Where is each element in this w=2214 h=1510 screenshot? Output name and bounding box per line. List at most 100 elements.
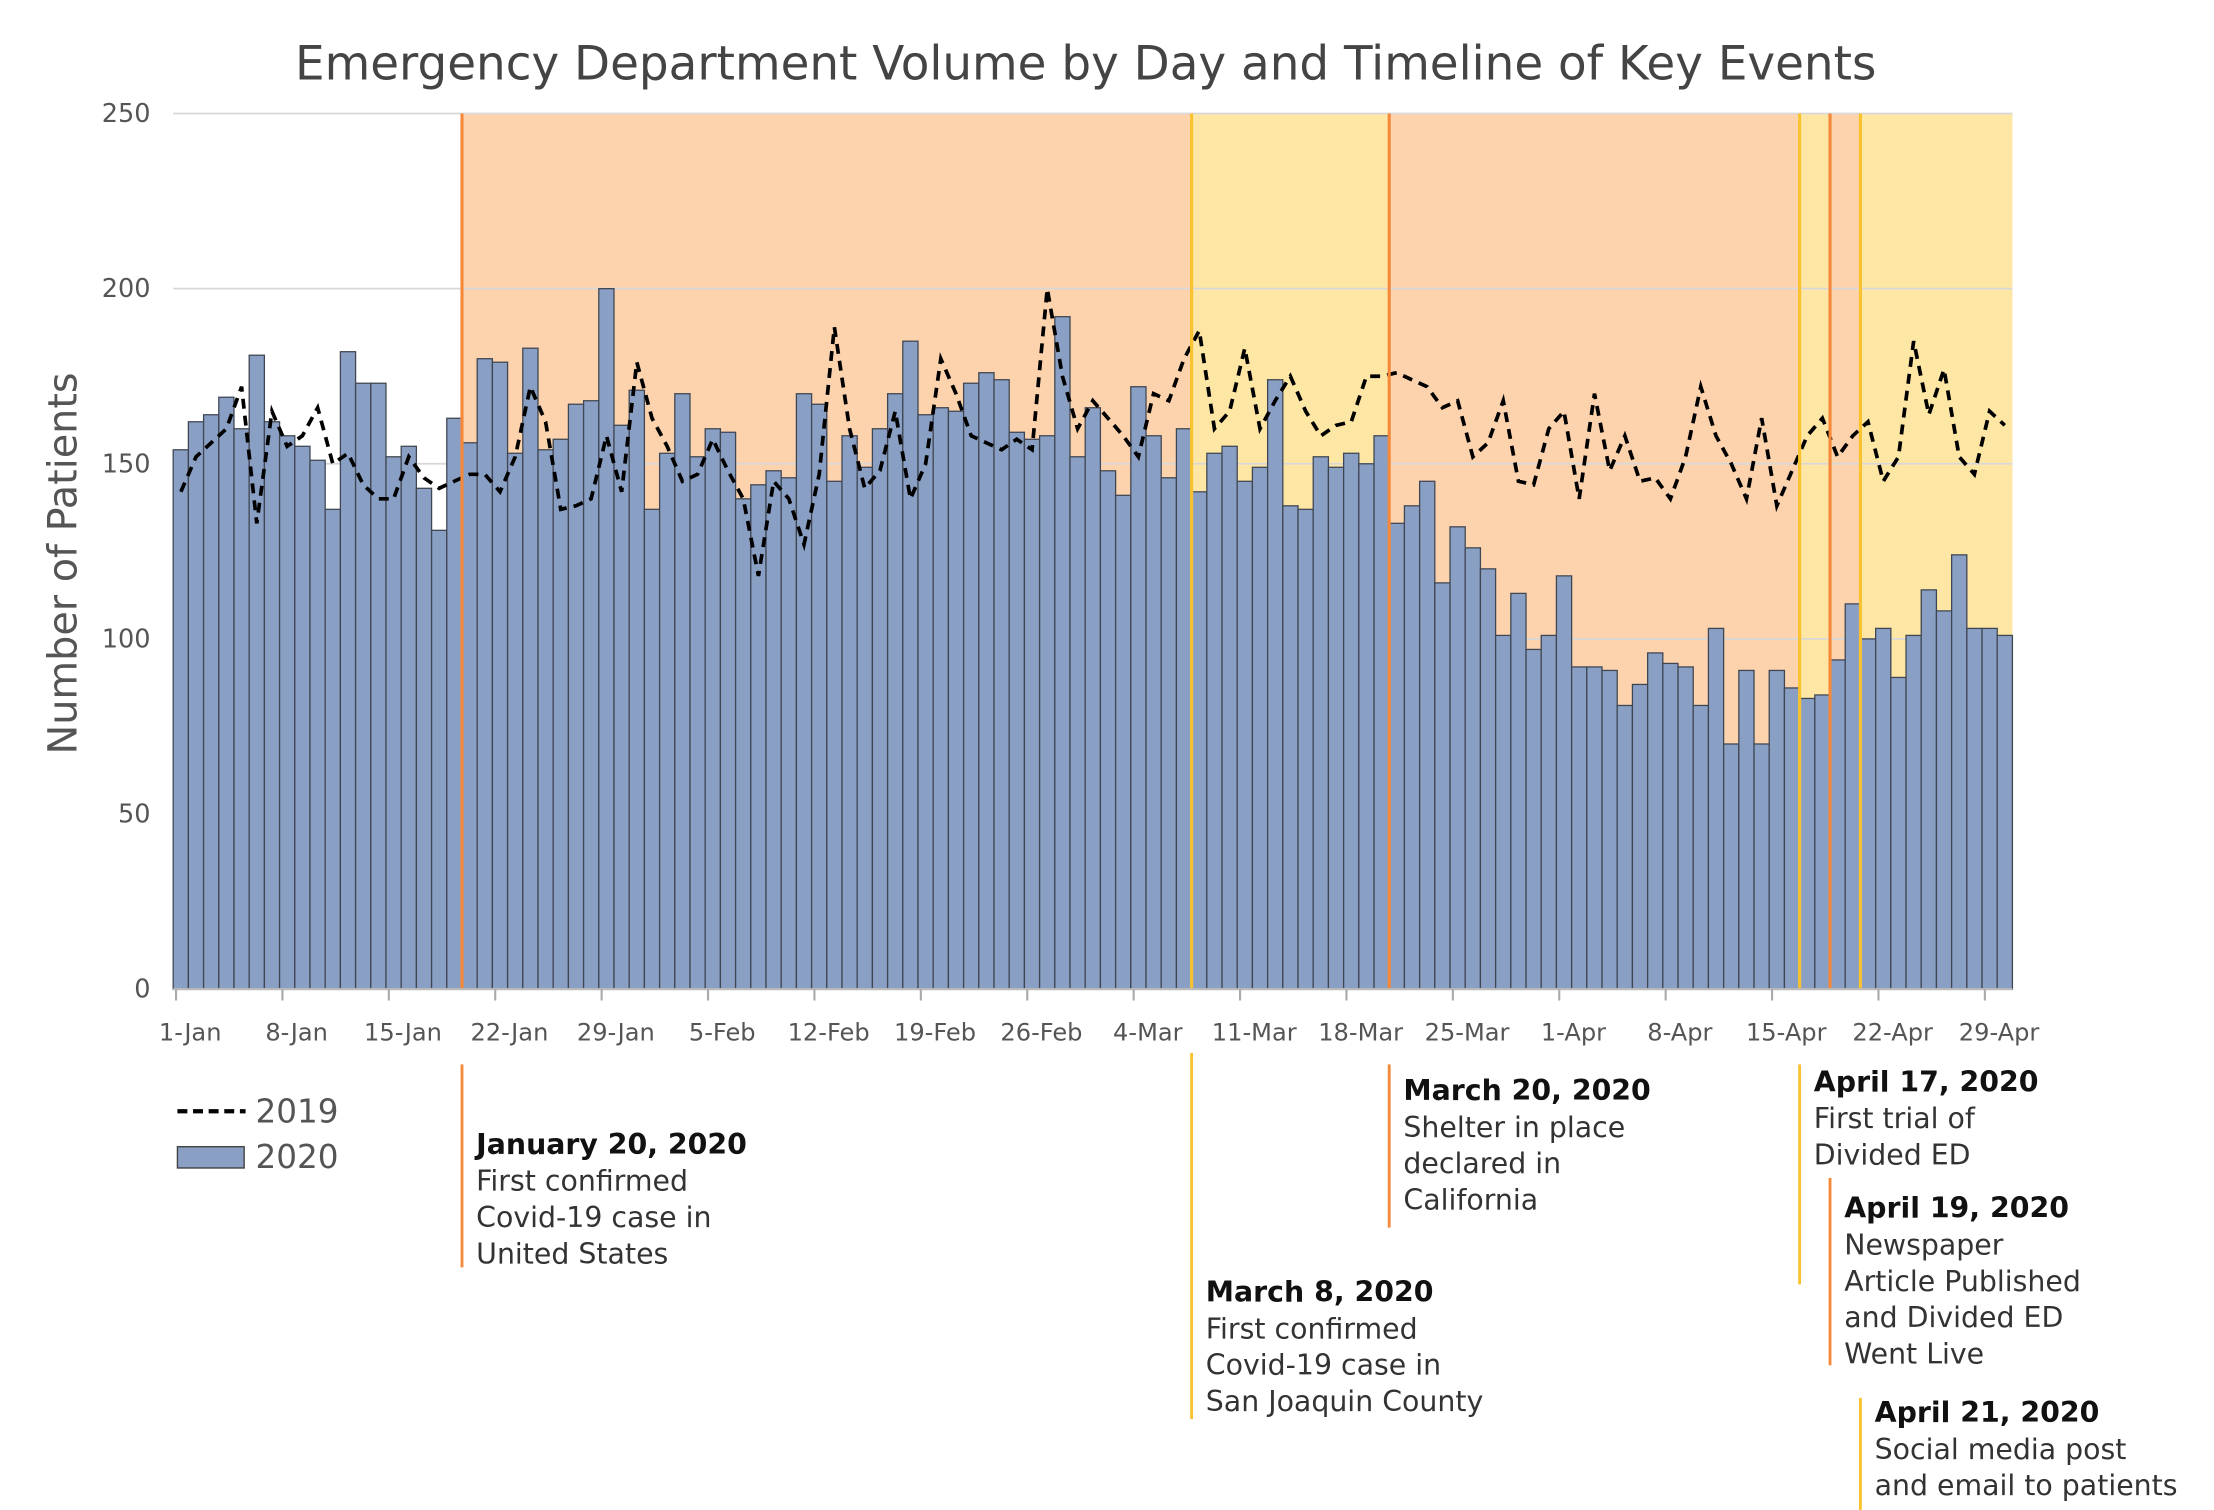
bar-2020 — [1540, 634, 1558, 990]
bar-2020 — [1479, 568, 1497, 990]
annotation-text: United States — [476, 1237, 668, 1270]
bar-2020 — [263, 421, 281, 990]
bar-2020 — [1236, 480, 1254, 990]
bar-2020 — [1418, 480, 1436, 990]
bar-2020 — [1510, 592, 1527, 990]
bar-2020 — [248, 354, 266, 990]
annotation-text: declared in — [1403, 1147, 1561, 1180]
annotation-date: March 8, 2020 — [1206, 1275, 1434, 1308]
legend-2020-swatch — [176, 1145, 245, 1169]
bar-2020 — [370, 382, 387, 990]
annotation-text: First confirmed — [1206, 1312, 1418, 1345]
bar-2020 — [522, 347, 539, 990]
bar-2020 — [1738, 669, 1755, 990]
bar-2020 — [1798, 697, 1816, 990]
bar-2020 — [1586, 666, 1603, 990]
bar-2020 — [1403, 505, 1421, 990]
bar-2020 — [1935, 610, 1953, 990]
x-tick-label: 11-Mar — [1212, 1018, 1297, 1046]
bar-2020 — [1707, 627, 1725, 990]
bar-2020 — [1282, 505, 1299, 990]
x-tick-label: 15-Apr — [1746, 1018, 1827, 1046]
bar-2020 — [172, 449, 190, 990]
x-tick-label: 5-Feb — [689, 1018, 756, 1046]
annotation-text: First confirmed — [476, 1165, 688, 1198]
bar-2020 — [1494, 634, 1512, 990]
bar-2020 — [917, 414, 934, 990]
bar-2020 — [1312, 456, 1330, 990]
bar-2020 — [978, 372, 995, 990]
x-tick-label: 19-Feb — [894, 1018, 976, 1046]
bar-2020 — [1130, 386, 1147, 990]
bar-2020 — [1297, 508, 1314, 990]
bar-2020 — [628, 389, 646, 990]
event-lines — [460, 113, 1862, 990]
bar-2020 — [962, 382, 980, 990]
annotation-text: Went Live — [1844, 1338, 1984, 1371]
bar-2020 — [826, 480, 843, 990]
bar-2020 — [932, 407, 950, 990]
x-tick-label: 1-Jan — [159, 1018, 222, 1046]
x-tick-label: 12-Feb — [788, 1018, 870, 1046]
bar-2020 — [1722, 743, 1740, 990]
x-tick-label: 25-Mar — [1425, 1018, 1510, 1046]
x-tick-label: 8-Apr — [1647, 1018, 1712, 1046]
bar-2020 — [765, 470, 782, 990]
bar-2020 — [1783, 687, 1801, 990]
bar-2020 — [1525, 648, 1542, 990]
legend: 2019 2020 — [176, 1093, 339, 1176]
x-tick-label: 15-Jan — [364, 1018, 442, 1046]
bar-2020 — [339, 351, 357, 990]
bar-2020 — [902, 340, 919, 990]
annotation-date: April 21, 2020 — [1875, 1396, 2100, 1429]
bar-2020 — [1038, 435, 1056, 990]
bar-2020 — [1373, 435, 1390, 990]
bar-2020 — [1692, 704, 1710, 990]
y-tick-label: 200 — [102, 274, 151, 304]
bar-2020 — [689, 456, 706, 990]
annotation-text: and email to patients — [1875, 1469, 2178, 1502]
bar-2020 — [400, 445, 418, 990]
bar-2020 — [385, 456, 402, 990]
bar-2020 — [643, 508, 661, 990]
bar-2020 — [1449, 526, 1466, 990]
bar-2020 — [430, 529, 448, 990]
bar-2020 — [1206, 452, 1223, 990]
bar-2020 — [278, 435, 296, 990]
bar-2020 — [1662, 662, 1679, 990]
bar-2020 — [1966, 627, 1983, 990]
bar-2020 — [1890, 676, 1907, 990]
bar-2020 — [856, 466, 874, 990]
bar-2020 — [1008, 431, 1026, 990]
bar-2020 — [1555, 575, 1573, 990]
bar-2020 — [1054, 316, 1071, 990]
bar-2020 — [309, 459, 326, 990]
x-tick-label: 8-Jan — [265, 1018, 328, 1046]
y-tick-label: 50 — [118, 800, 151, 830]
bar-2020 — [552, 438, 570, 990]
x-tick-label: 1-Apr — [1541, 1018, 1606, 1046]
bar-2020 — [1814, 694, 1831, 990]
bar-2020 — [1905, 634, 1922, 990]
bar-2020 — [582, 400, 600, 990]
bar-2020 — [1145, 435, 1162, 990]
chart-title: Emergency Department Volume by Day and T… — [295, 37, 1876, 91]
bar-2020 — [1069, 456, 1086, 990]
bar-2020 — [537, 449, 554, 990]
bar-2020 — [780, 477, 798, 990]
bar-2020 — [233, 428, 250, 990]
axes: 0 50 100 150 200 250 1-Jan 8-Jan 15-Jan 22-Jan 29-… — [102, 99, 2040, 1046]
bar-2020 — [1753, 743, 1770, 990]
bar-2020 — [1981, 627, 1998, 990]
y-tick-label: 0 — [134, 975, 150, 1005]
bar-2020 — [1570, 666, 1588, 990]
series-2019-line — [179, 288, 2007, 577]
bar-2020 — [1023, 438, 1041, 990]
annotation-text: Newspaper — [1844, 1229, 2004, 1262]
bar-2020 — [1084, 407, 1102, 990]
bar-2020 — [1114, 494, 1132, 990]
bar-2020 — [1677, 666, 1694, 990]
bar-2020 — [1099, 470, 1117, 990]
bar-2020 — [1464, 547, 1482, 990]
